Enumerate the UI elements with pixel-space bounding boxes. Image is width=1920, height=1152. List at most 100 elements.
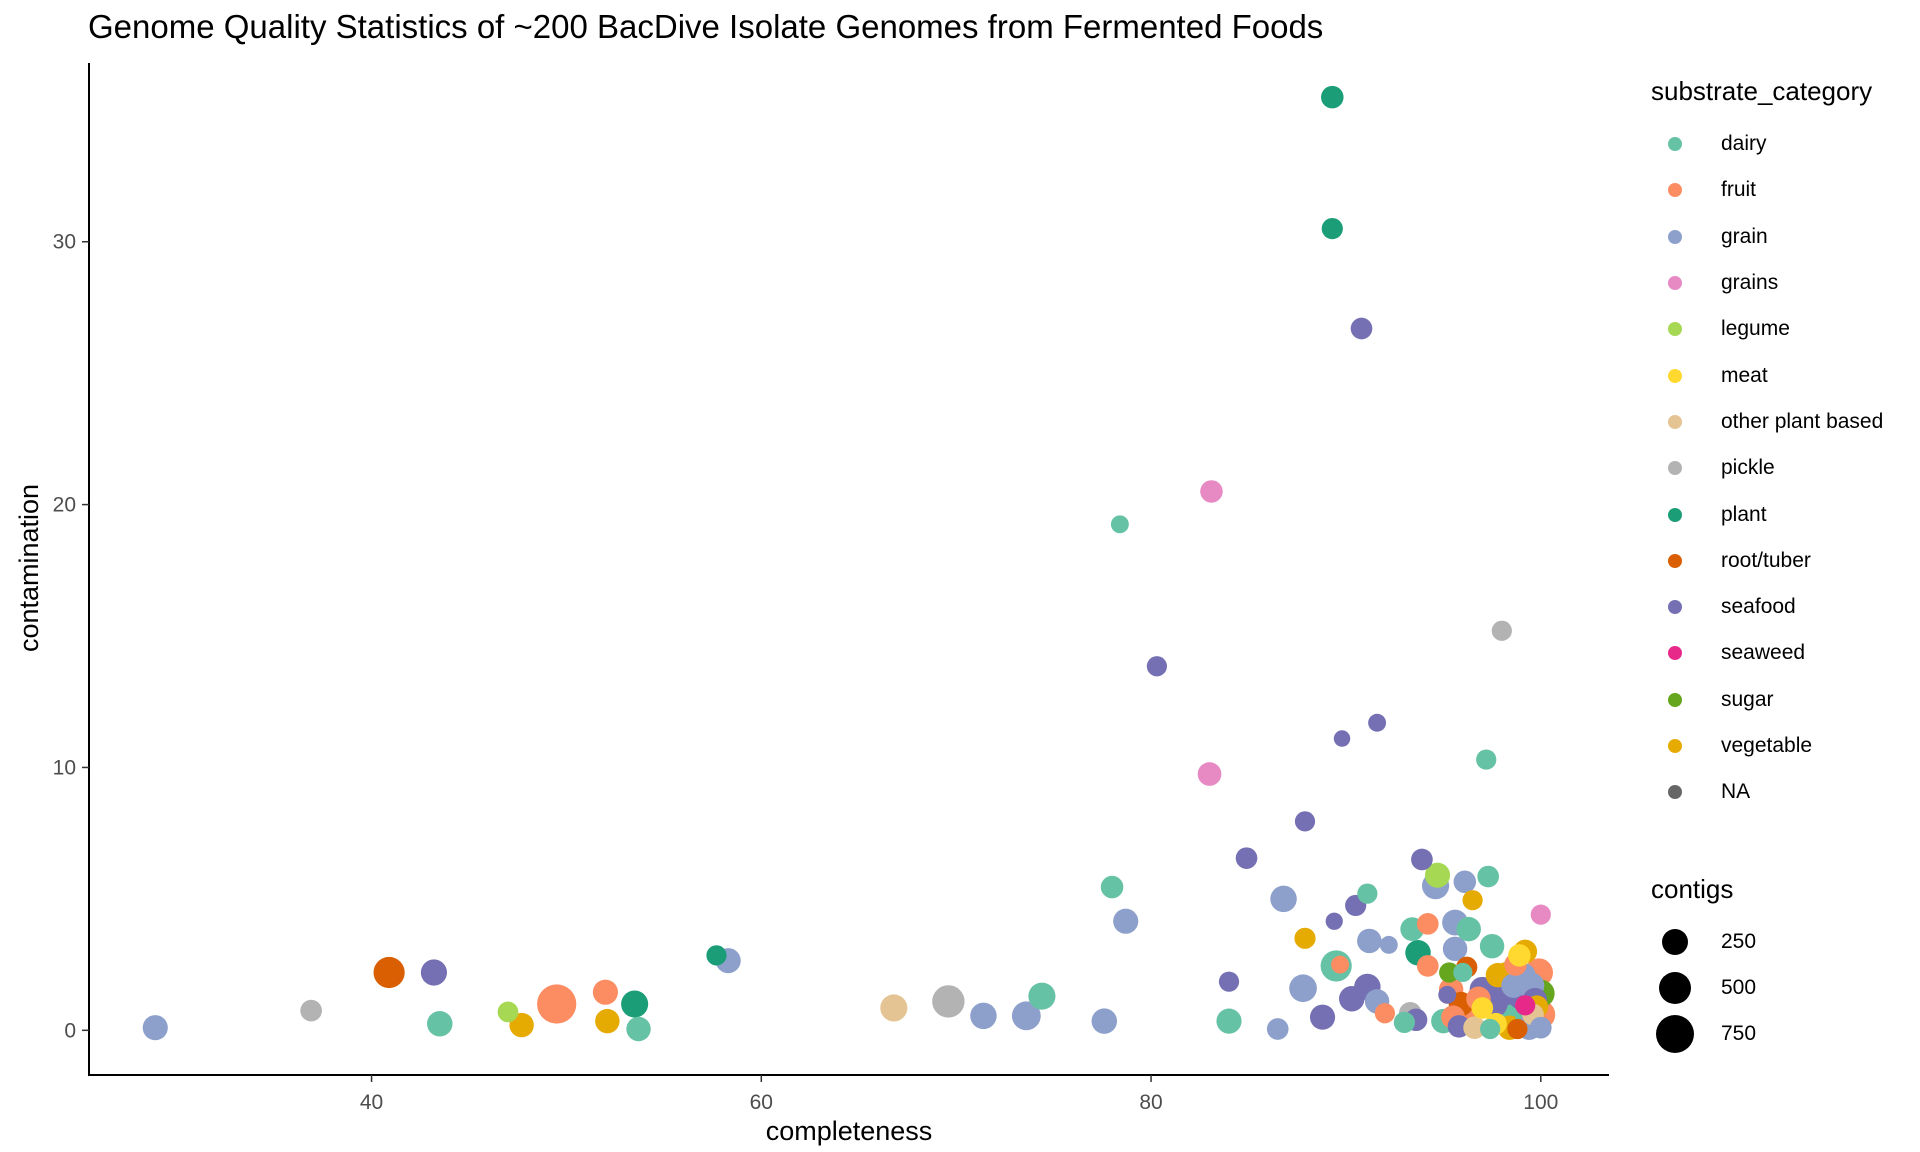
- data-point: [300, 999, 322, 1022]
- data-point: [1453, 962, 1473, 983]
- legend-swatch: [1668, 739, 1682, 753]
- legend-label: seafood: [1721, 595, 1796, 619]
- legend-label: grain: [1721, 224, 1768, 248]
- data-point: [1462, 890, 1483, 911]
- data-point: [1325, 912, 1343, 930]
- data-point: [1479, 933, 1505, 959]
- color-legend: substrate_category dairy fruit grain grains…: [1651, 76, 1883, 815]
- legend-item: NA: [1651, 769, 1883, 815]
- legend-item: grains: [1651, 260, 1883, 306]
- legend-key: [1651, 739, 1699, 753]
- legend-item: grain: [1651, 214, 1883, 260]
- data-point: [1471, 997, 1494, 1019]
- legend-key: [1651, 137, 1699, 152]
- legend-swatch: [1668, 785, 1682, 800]
- data-point: [1393, 1011, 1415, 1034]
- legend-key: [1651, 414, 1699, 429]
- data-point: [1091, 1008, 1118, 1034]
- data-point: [1357, 928, 1382, 954]
- y-tick-label: 10: [53, 756, 76, 779]
- data-point: [1515, 995, 1536, 1016]
- legend-label: root/tuber: [1721, 548, 1811, 572]
- legend-label: vegetable: [1721, 734, 1813, 757]
- legend-swatch: [1668, 276, 1682, 291]
- legend-key: [1651, 368, 1699, 383]
- data-point: [1439, 962, 1460, 983]
- data-point: [621, 990, 649, 1018]
- legend-swatch: [1668, 553, 1682, 568]
- data-point: [1442, 936, 1468, 962]
- data-point: [592, 979, 618, 1005]
- y-tick-label: 20: [53, 494, 76, 517]
- legend-item: seaweed: [1651, 630, 1883, 676]
- size-legend-key: [1651, 971, 1699, 1005]
- legend-key: [1651, 785, 1699, 800]
- data-point: [497, 1001, 519, 1023]
- x-tick-label: 100: [1523, 1091, 1558, 1114]
- data-point: [706, 945, 727, 966]
- data-point: [1289, 974, 1317, 1003]
- y-axis-title: contamination: [14, 484, 44, 652]
- data-point: [595, 1008, 620, 1034]
- legend-label: other plant based: [1721, 409, 1884, 433]
- legend-swatch: [1668, 692, 1682, 707]
- chart-title: Genome Quality Statistics of ~200 BacDiv…: [88, 8, 1324, 45]
- data-point: [1374, 1003, 1396, 1024]
- size-legend-swatch: [1661, 928, 1689, 956]
- x-tick-label: 60: [750, 1091, 773, 1114]
- size-legend-label: 250: [1721, 930, 1757, 953]
- legend-swatch: [1668, 646, 1682, 661]
- size-legend-item: 750: [1651, 1011, 1756, 1057]
- data-point: [373, 956, 405, 989]
- data-point: [1270, 885, 1297, 913]
- data-point: [1321, 85, 1344, 109]
- color-legend-title: substrate_category: [1651, 76, 1873, 106]
- data-point: [1321, 218, 1343, 240]
- data-point: [1463, 1016, 1486, 1039]
- data-point: [1110, 515, 1129, 534]
- legend-label: sugar: [1721, 687, 1774, 711]
- data-point: [1424, 862, 1451, 888]
- legend-label: plant: [1721, 502, 1767, 526]
- data-point: [1339, 986, 1365, 1012]
- points-layer: [142, 85, 1556, 1042]
- legend-label: grains: [1721, 271, 1779, 295]
- legend-item: seafood: [1651, 584, 1883, 630]
- legend-label: meat: [1721, 363, 1768, 387]
- data-point: [1411, 848, 1433, 871]
- data-point: [1216, 1008, 1242, 1034]
- data-point: [1477, 865, 1500, 888]
- legend-item: pickle: [1651, 445, 1883, 491]
- data-point: [427, 1010, 453, 1037]
- data-point: [1507, 1018, 1528, 1040]
- legend-key: [1651, 507, 1699, 522]
- data-point: [1028, 982, 1056, 1010]
- data-point: [1100, 875, 1124, 899]
- legend-swatch: [1668, 507, 1682, 522]
- data-point: [142, 1015, 168, 1041]
- legend-label: fruit: [1721, 178, 1757, 202]
- data-point: [1456, 916, 1481, 942]
- data-point: [1197, 762, 1222, 786]
- legend-key: [1651, 646, 1699, 661]
- data-point: [1438, 985, 1457, 1004]
- data-point: [420, 959, 448, 986]
- legend-item: legume: [1651, 306, 1883, 352]
- legend-label: dairy: [1721, 132, 1767, 156]
- data-point: [1331, 955, 1350, 974]
- legend-item: dairy: [1651, 121, 1883, 167]
- size-legend-key: [1651, 928, 1699, 956]
- x-axis-title: completeness: [766, 1116, 933, 1146]
- data-point: [1146, 656, 1168, 677]
- size-legend-label: 750: [1721, 1022, 1757, 1045]
- legend-key: [1651, 229, 1699, 244]
- legend-item: sugar: [1651, 677, 1883, 723]
- size-legend: contigs 250 500 750: [1651, 874, 1756, 1057]
- data-point: [1416, 913, 1439, 935]
- data-point: [1508, 944, 1531, 967]
- legend-item: root/tuber: [1651, 538, 1883, 584]
- data-point: [1266, 1018, 1289, 1040]
- data-point: [1368, 713, 1387, 732]
- legend-swatch: [1668, 137, 1682, 152]
- legend-key: [1651, 276, 1699, 291]
